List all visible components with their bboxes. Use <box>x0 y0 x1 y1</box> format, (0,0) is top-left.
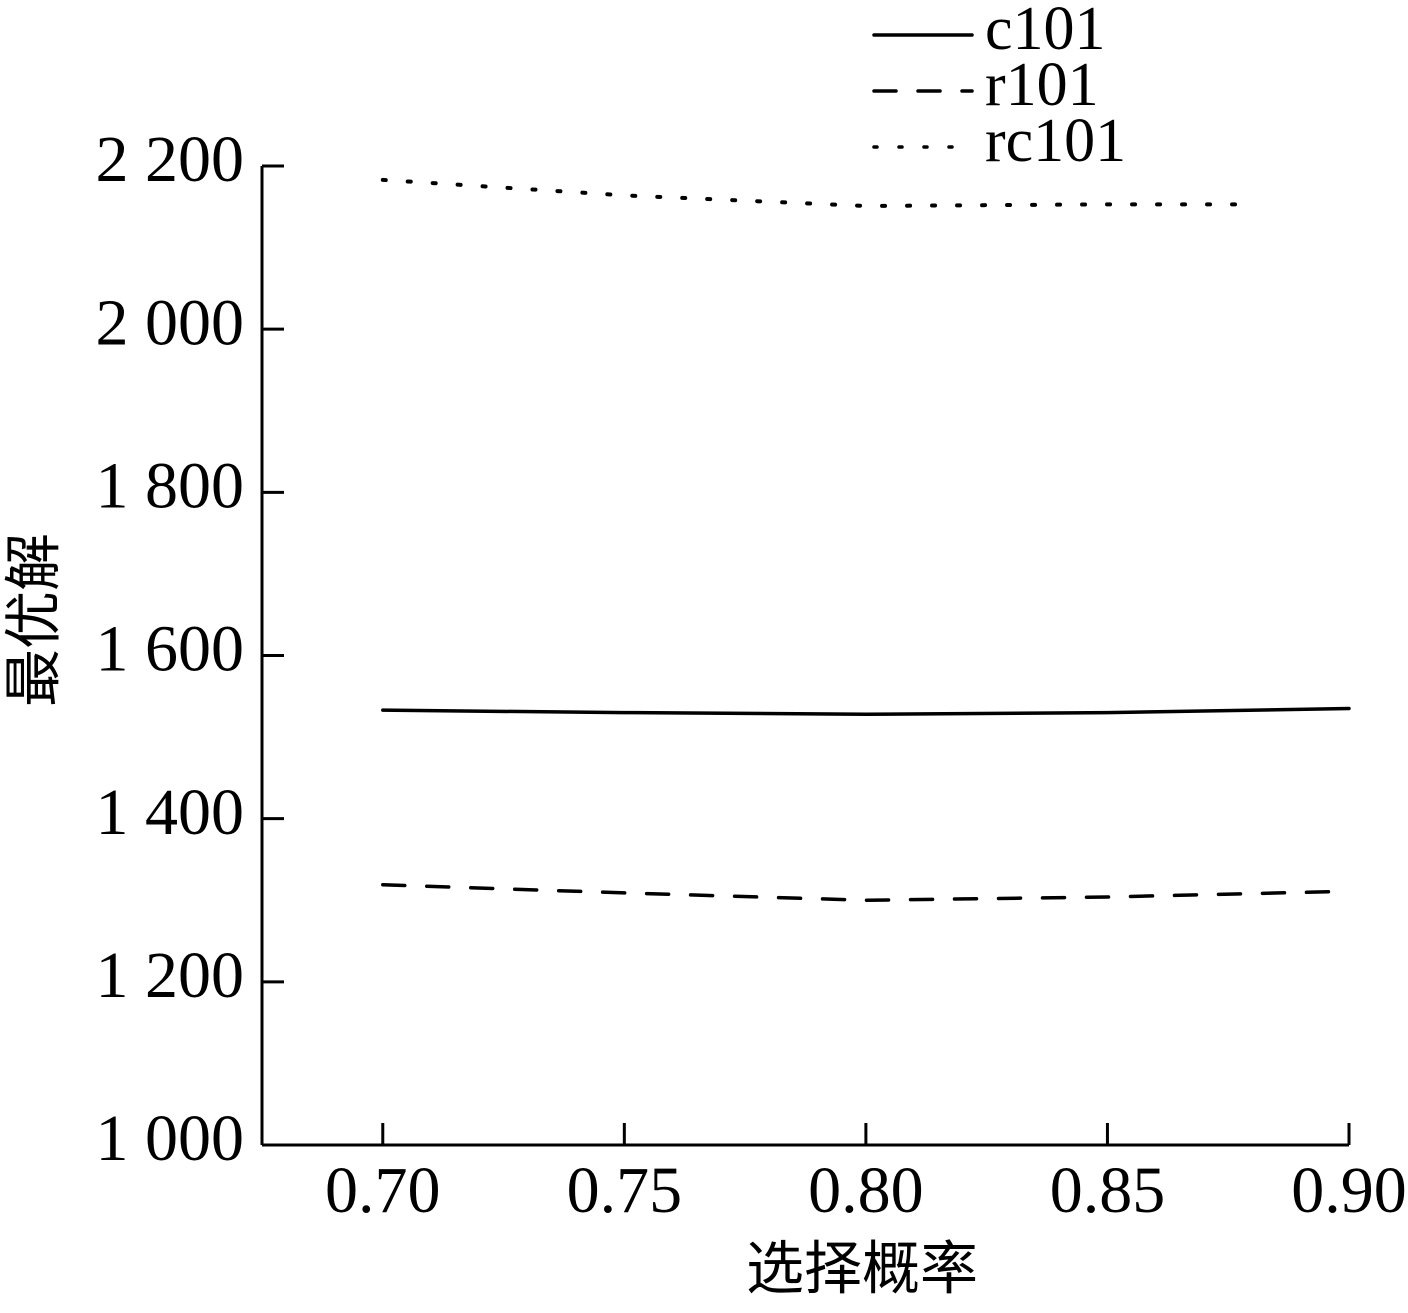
legend-label: r101 <box>985 51 1099 119</box>
y-axis-title: 最优解 <box>1 533 66 707</box>
x-tick-label: 0.80 <box>808 1154 924 1227</box>
series-line <box>380 177 1255 208</box>
series-line <box>381 706 1351 716</box>
legend-label: rc101 <box>985 107 1126 175</box>
x-tick-label: 0.70 <box>325 1154 441 1227</box>
y-tick-label: 1 200 <box>96 939 245 1012</box>
x-tick-label: 0.90 <box>1291 1154 1407 1227</box>
y-tick-label: 1 000 <box>96 1102 245 1175</box>
x-tick-label: 0.85 <box>1050 1154 1166 1227</box>
y-tick-label: 1 600 <box>96 613 245 686</box>
y-tick-label: 1 800 <box>96 449 245 522</box>
y-tick-label: 2 200 <box>96 123 245 196</box>
x-axis-title: 选择概率 <box>746 1236 978 1301</box>
y-tick-label: 2 000 <box>96 286 245 359</box>
y-tick-label: 1 400 <box>96 776 245 849</box>
legend-label: c101 <box>985 0 1106 63</box>
x-tick-label: 0.75 <box>567 1154 683 1227</box>
series-line <box>381 882 1351 903</box>
